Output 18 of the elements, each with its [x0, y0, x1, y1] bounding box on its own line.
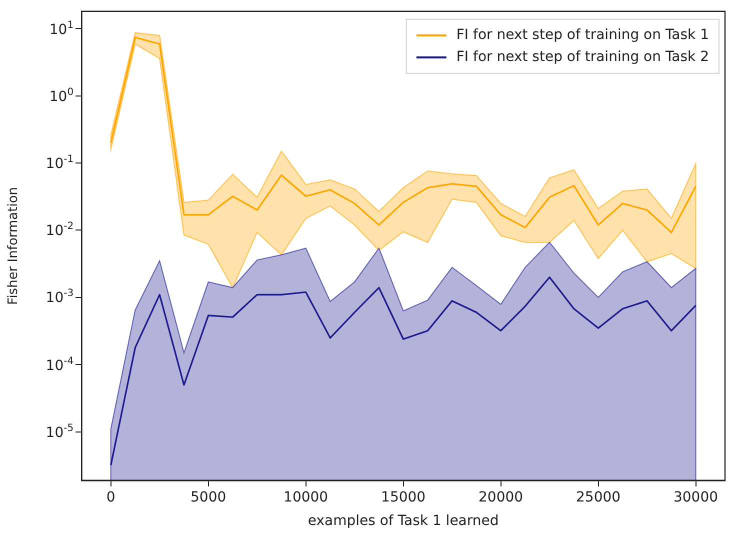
legend-label: FI for next step of training on Task 1	[456, 27, 710, 44]
y-tick-label: 10$^{-4}$	[46, 356, 74, 374]
x-tick-label: 15000	[381, 489, 426, 506]
y-tick-label: 10$^{-1}$	[46, 154, 74, 172]
y-tick-label: 10$^{1}$	[49, 20, 74, 38]
y-tick-label: 10$^{-2}$	[46, 221, 74, 240]
y-tick-label: 10$^{-3}$	[46, 288, 74, 306]
x-tick-label: 25000	[576, 489, 621, 506]
x-axis-title: examples of Task 1 learned	[308, 513, 499, 530]
y-tick-label: 10$^{-5}$	[46, 423, 74, 441]
y-tick-label: 10$^{0}$	[49, 86, 74, 105]
legend-label: FI for next step of training on Task 2	[456, 49, 710, 66]
y-axis-title: Fisher Information	[6, 186, 22, 305]
x-tick-label: 10000	[284, 489, 328, 506]
x-tick-label: 20000	[478, 489, 524, 506]
x-tick-label: 5000	[190, 489, 226, 506]
x-tick-label: 30000	[673, 489, 718, 506]
x-tick-label: 0	[106, 489, 116, 506]
